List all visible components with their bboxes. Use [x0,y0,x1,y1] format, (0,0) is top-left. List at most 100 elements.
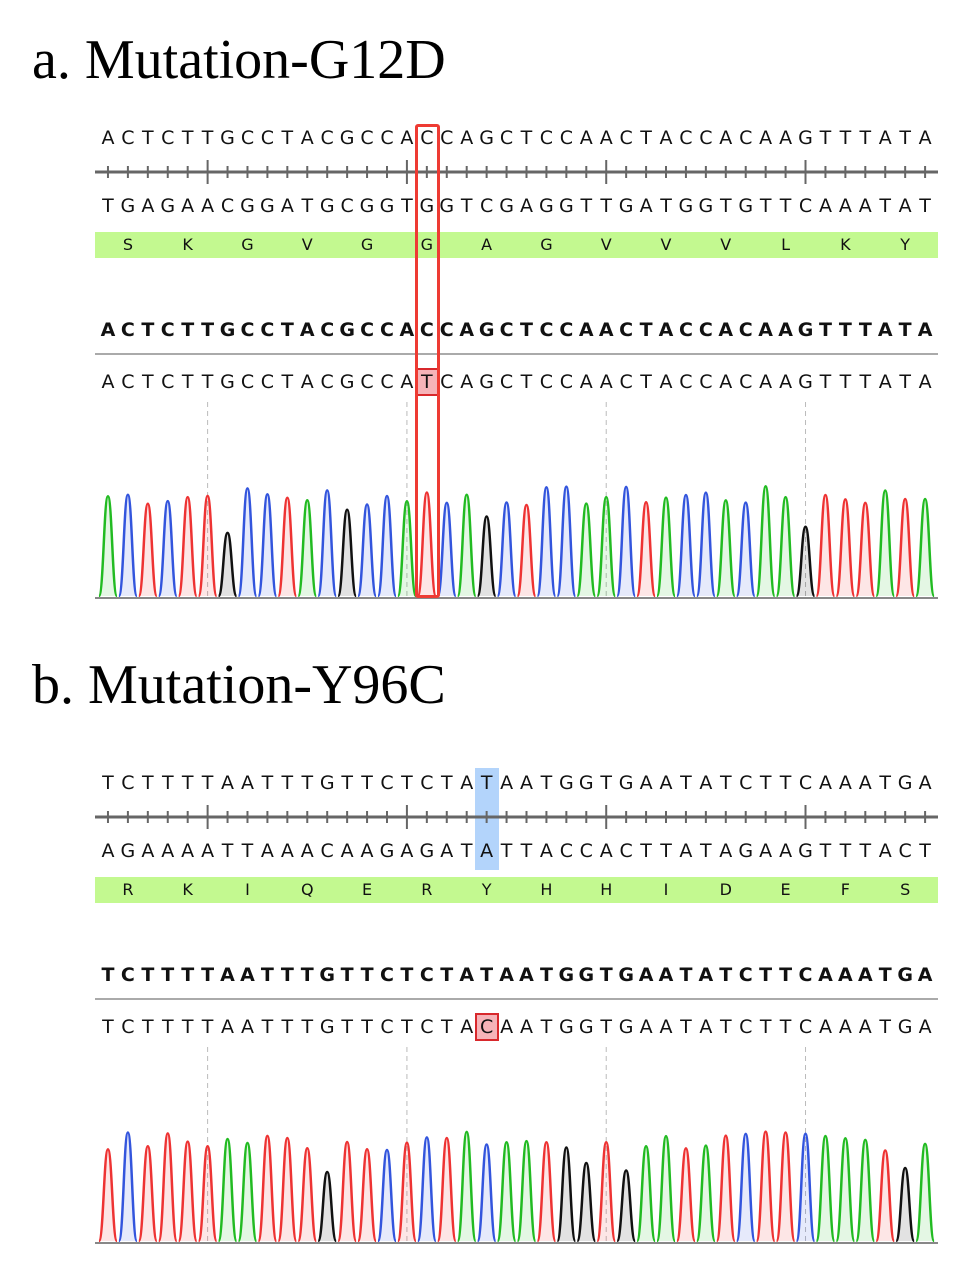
base: C [360,371,374,393]
base: A [599,840,613,862]
base: G [897,964,913,986]
panel-title: b. Mutation-Y96C [32,654,446,716]
base: T [639,319,653,341]
base: A [161,840,175,862]
base: A [658,319,674,341]
amino-acid: Y [900,235,911,254]
base: G [738,195,754,217]
base: A [400,840,414,862]
base: A [578,319,594,341]
peak-A [595,495,617,598]
amino-acid: K [840,235,851,254]
base: T [600,1016,612,1038]
peak-T [257,1134,278,1243]
base: T [401,1016,413,1038]
base: C [440,127,454,149]
base: G [798,840,813,862]
base: T [819,840,832,862]
peak-T [755,1130,776,1243]
base: C [579,840,593,862]
base: G [319,1016,335,1038]
base: G [897,772,913,794]
base: T [899,127,911,149]
base: A [300,840,314,862]
base: T [340,964,354,986]
base: T [858,319,872,341]
peak-T [177,495,198,598]
base: A [659,371,673,393]
base: A [460,1016,474,1038]
base: T [440,772,453,794]
base: G [379,195,395,217]
base: T [719,1016,732,1038]
base: A [280,195,294,217]
base: C [739,127,753,149]
base: C [121,772,135,794]
base: T [201,127,214,149]
base: A [779,840,793,862]
base: T [261,1016,274,1038]
peak-C [376,1148,398,1243]
base: C [121,371,135,393]
base: C [439,319,454,341]
base: T [181,371,194,393]
separator [95,353,938,355]
base: G [219,319,236,341]
base: A [918,127,932,149]
peak-C [376,494,398,598]
base: C [479,1016,494,1038]
base: A [100,319,116,341]
peak-C [476,1143,497,1243]
base: G [160,195,176,217]
base: C [679,371,693,393]
base: A [221,1016,235,1038]
base: A [460,772,474,794]
peak-T [436,1136,458,1243]
base: A [101,840,115,862]
base: C [479,195,494,217]
peak-G [476,515,497,598]
base: T [300,964,314,986]
peak-C [157,499,178,598]
base: A [857,964,873,986]
base: T [201,319,215,341]
base: T [440,1016,453,1038]
base: T [440,964,454,986]
base: G [220,127,235,149]
base: T [580,195,593,217]
peak-C [257,492,278,598]
base: T [879,195,892,217]
base: T [301,1016,314,1038]
ruler [95,160,938,184]
base: C [380,319,394,341]
base: A [500,772,514,794]
base: T [280,319,294,341]
peak-C [436,501,458,598]
base: G [478,319,495,341]
base: C [161,127,175,149]
peak-C [416,1136,438,1243]
peak-T [815,493,836,598]
peak-A [217,1137,238,1243]
peak-C [735,501,756,598]
amino-acid: E [780,880,791,899]
base: C [738,319,753,341]
base: T [719,964,733,986]
base: A [659,772,673,794]
base: G [319,772,335,794]
amino-acid: S [122,235,133,254]
base: T [679,964,693,986]
base: C [678,319,693,341]
base: T [201,1016,214,1038]
base: C [161,371,175,393]
peak-A [715,499,737,598]
base: A [878,840,892,862]
base: G [578,772,594,794]
base: C [539,371,554,393]
amino-acid: A [481,235,493,254]
base: T [759,772,772,794]
amino-acid: Y [481,880,492,899]
base: C [499,127,514,149]
base: C [798,195,813,217]
